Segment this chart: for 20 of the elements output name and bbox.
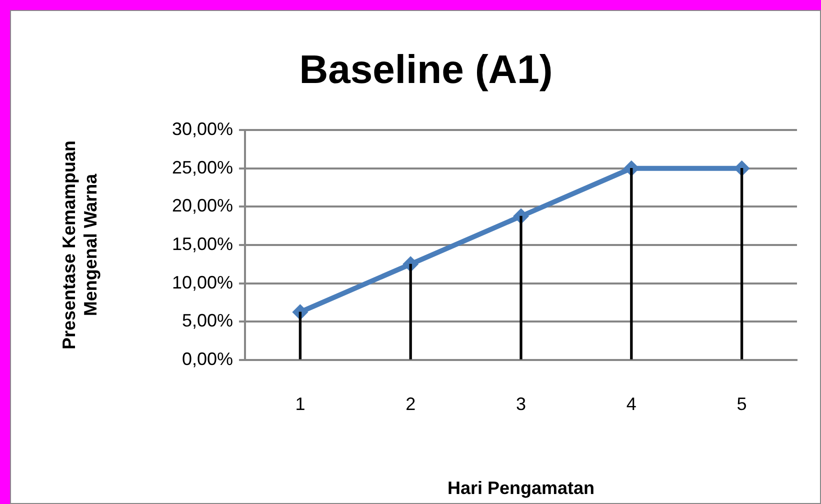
y-axis-title: Presentase Kemampuan Mengenal Warna [58,140,100,350]
x-tick-label: 4 [626,394,636,414]
x-tick-label: 2 [406,394,416,414]
y-tick-label: 15,00% [172,234,233,254]
chart-title: Baseline (A1) [299,48,553,92]
bar [520,216,522,360]
y-tick-label: 25,00% [172,157,233,178]
y-tick-label: 0,00% [182,348,233,369]
x-axis-title: Hari Pengamatan [447,478,595,498]
x-tick-label: 5 [736,394,747,414]
y-tick-label: 10,00% [172,272,233,292]
y-tick-label: 20,00% [172,196,233,216]
x-tick-label: 1 [295,394,306,414]
bar [740,168,744,360]
y-tick-label: 5,00% [182,310,233,331]
x-tick-label: 3 [516,394,526,414]
y-tick-label: 30,00% [172,118,233,139]
bar [409,264,412,360]
bar [298,312,302,360]
bar [630,168,633,360]
